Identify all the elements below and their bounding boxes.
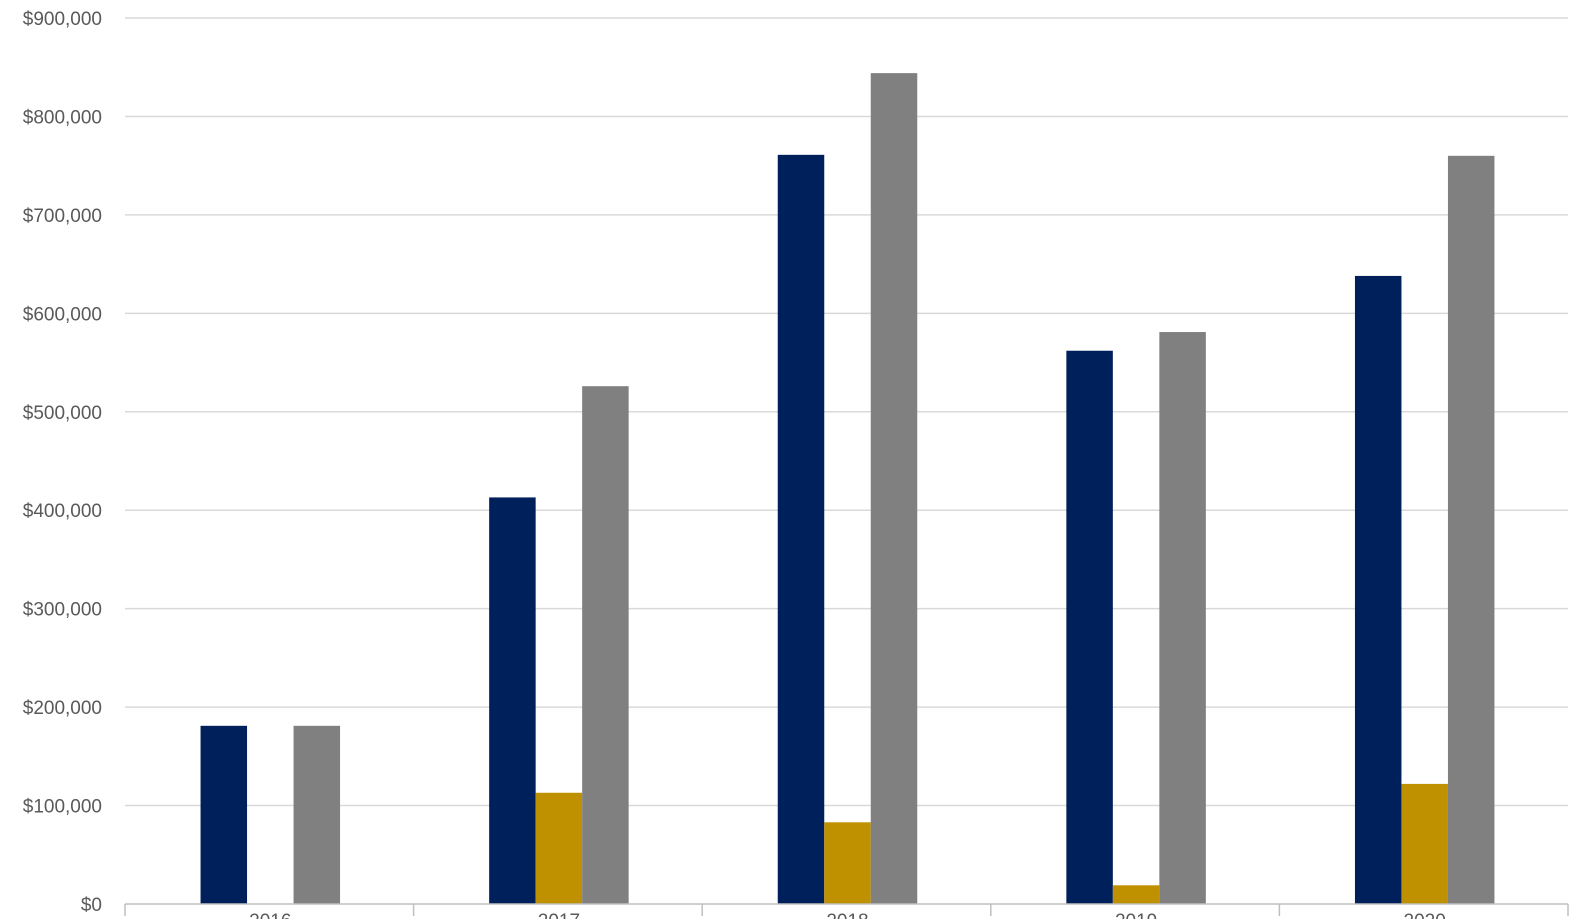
y-tick-label: $700,000 bbox=[23, 206, 102, 227]
y-tick-label: $500,000 bbox=[23, 403, 102, 424]
bar-2020-series-3 bbox=[1447, 155, 1495, 905]
y-tick-label: $800,000 bbox=[23, 107, 102, 128]
x-category-label: 2018 bbox=[826, 911, 868, 919]
x-axis-category-labels: 2016 2017 2018 2019 2020 bbox=[249, 911, 1446, 919]
y-tick-label: $200,000 bbox=[23, 698, 102, 719]
bar-2016-series-3 bbox=[293, 725, 341, 904]
x-axis bbox=[124, 903, 1569, 916]
x-category-label: 2019 bbox=[1115, 911, 1157, 919]
bar-2020-series-2 bbox=[1401, 783, 1448, 904]
bar-2017-series-3 bbox=[582, 386, 629, 904]
bar-2019-series-3 bbox=[1159, 332, 1206, 904]
bar-2018-series-1 bbox=[777, 154, 825, 905]
bar-2019-series-2 bbox=[1112, 885, 1160, 904]
bar-2017-series-1 bbox=[489, 497, 536, 904]
y-tick-label: $900,000 bbox=[23, 9, 102, 30]
y-tick-label: $600,000 bbox=[23, 304, 102, 325]
bar-2020-series-1 bbox=[1354, 275, 1402, 904]
bars bbox=[200, 73, 1495, 905]
y-tick-label: $0 bbox=[81, 895, 102, 916]
gridlines bbox=[125, 17, 1568, 807]
y-tick-label: $300,000 bbox=[23, 600, 102, 621]
x-category-label: 2020 bbox=[1404, 911, 1446, 919]
y-tick-label: $400,000 bbox=[23, 501, 102, 522]
y-tick-label: $100,000 bbox=[23, 797, 102, 818]
bar-2016-series-1 bbox=[200, 725, 248, 904]
y-axis-tick-labels: $0 $100,000 $200,000 $300,000 $400,000 $500,0… bbox=[23, 9, 102, 916]
bar-2017-series-2 bbox=[535, 792, 583, 904]
x-category-label: 2016 bbox=[249, 911, 291, 919]
x-category-label: 2017 bbox=[538, 911, 580, 919]
bar-2018-series-2 bbox=[824, 822, 871, 904]
bar-2018-series-3 bbox=[870, 73, 918, 904]
bar-2019-series-1 bbox=[1066, 350, 1113, 905]
